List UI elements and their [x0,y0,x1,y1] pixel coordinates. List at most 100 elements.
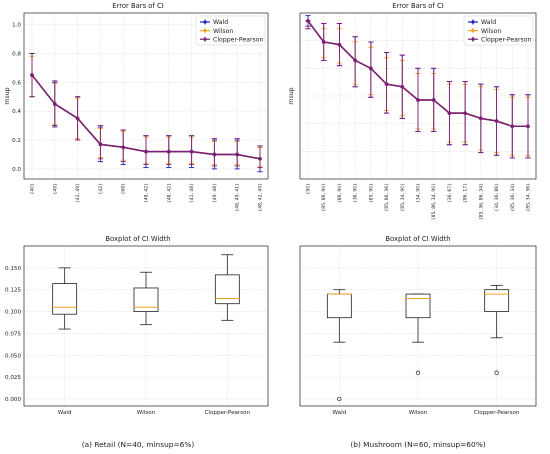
mushroom-box-wald [326,289,352,402]
mushroom-x-tick-label: {85, 34, 90} [400,183,406,212]
retail-x-tick-label: {40} [30,183,36,195]
mushroom-x-tick-label: {85, 90} [368,183,374,203]
mushroom-x-tick-label: {36, 67} [447,183,453,203]
mushroom-boxplot-panel: Boxplot of CI Width Wald Wilson Clopper-Pe… [299,235,537,416]
retail-legend-box [195,15,266,46]
retail-series-clopper-pearson-point [212,152,217,157]
caption-retail: (a) Retail (N=40, minsup=6%) [82,440,195,449]
mushroom-series-clopper-pearson-point [306,19,310,23]
mushroom-x-tick-label: {85, 36, 86, 34} [478,183,484,220]
retail-box-wald-iqr-box [52,283,78,315]
mushroom-x-tick-label: {34, 36, 86} [494,183,500,212]
mushroom-series-clopper-pearson-point [321,40,326,44]
retail-y-tick-label: 0.2 [12,138,21,144]
mushroom-x-tick-label: {36, 90} [353,183,359,203]
mushroom-y-axis-label: msup [288,87,295,104]
retail-boxplot-panel: Boxplot of CI Width 0.000 0.025 0.050 0.075… [5,235,269,416]
retail-errorbar-plot-frame [23,12,269,180]
retail-legend-swatch-marker [203,20,207,24]
mushroom-box-wald-iqr-box [326,293,352,319]
caption-mushroom: (b) Mushroom (N=60, minsup=60%) [350,440,485,449]
mushroom-boxplot-title: Boxplot of CI Width [385,235,450,243]
retail-box-y-tick-label: 0.025 [5,375,21,381]
mushroom-series-clopper-pearson-point [526,124,530,129]
mushroom-x-tick-label: {85, 86, 90} [321,183,327,212]
mushroom-errorbar-plot-frame [299,12,537,180]
retail-y-tick-label: 0.0 [12,167,21,173]
retail-y-tick-label: 0.8 [12,51,21,57]
mushroom-series-clopper-pearson-point [479,116,483,121]
mushroom-series-clopper-pearson-point [400,84,405,89]
mushroom-series-clopper-pearson-point [384,82,389,86]
mushroom-box-clopper-pearson [484,284,510,375]
mushroom-x-tick-label: {85, 36, 34} [510,183,516,212]
retail-errorbar-title: Error Bars of CI [112,2,164,10]
retail-box-wald [52,267,78,330]
mushroom-series-clopper-pearson-point [416,98,420,102]
retail-box-y-tick-label: 0.075 [5,331,21,337]
mushroom-errorbar-panel: Error Bars of CI msup {90} {85, 86, 90} {8… [288,2,537,220]
retail-x-tick-label: {48, 42, 49} [258,183,264,212]
mushroom-x-tick-label: {90} [306,183,312,195]
retail-series-clopper-pearson [29,52,263,168]
mushroom-errorbar-title: Error Bars of CI [392,2,444,10]
retail-series-clopper-pearson-point [53,102,57,106]
retail-series-clopper-pearson-point [75,116,80,121]
retail-y-tick-label: 1.0 [12,23,21,29]
mushroom-series-clopper-pearson [305,19,531,159]
mushroom-box-wilson-iqr-box [405,293,431,319]
retail-series-clopper-pearson-point [30,73,34,77]
mushroom-series-clopper-pearson-point [337,42,342,47]
retail-series-clopper-pearson-point [121,145,125,150]
retail-box-y-tick-label: 0.100 [5,310,21,316]
mushroom-legend-label: Wilson [481,28,501,35]
retail-box-clopper-pearson [214,254,240,321]
mushroom-box-clopper-pearson-iqr-box [484,289,510,312]
retail-series-clopper-pearson-point [98,142,103,147]
mushroom-series-clopper-pearson-point [431,98,436,102]
retail-legend-swatch-marker [203,29,207,33]
retail-box-x-tick-label: Clopper-Pearson [205,410,251,416]
retail-x-tick-label: {48, 49, 41} [235,183,241,212]
mushroom-x-tick-label: {85, 86, 34, 90} [431,183,437,220]
retail-x-tick-label: {41, 48} [189,183,195,203]
mushroom-x-tick-label: {85, 34, 36} [526,183,532,212]
retail-box-wilson-iqr-box [133,287,159,312]
mushroom-series-clopper-pearson-point [369,66,373,71]
retail-x-tick-label: {49} [52,183,58,195]
retail-x-tick-label: {42} [98,183,104,195]
mushroom-box-x-tick-label: Wald [332,410,346,416]
mushroom-legend-label: Wald [481,19,496,26]
mushroom-series-clopper-pearson-point [463,111,467,115]
mushroom-x-tick-label: {85, 86, 36} [384,183,390,212]
mushroom-series-clopper-pearson-point [494,119,499,123]
retail-y-axis-label: msup [4,87,11,104]
mushroom-box-wilson-outlier [415,370,421,375]
retail-box-y-tick-label: 0.000 [5,397,21,403]
mushroom-legend-swatch-marker [471,29,475,33]
retail-boxplot-plot-frame [23,245,269,407]
retail-errorbar-panel: Error Bars of CI msup 0.0 0.2 0.4 0.6 0.8 1.0… [4,2,269,212]
retail-x-tick-label: {68} [121,183,127,195]
retail-legend-swatch-marker [203,37,207,41]
mushroom-legend-swatch-marker [471,37,475,41]
retail-boxplot-title: Boxplot of CI Width [105,235,170,243]
mushroom-box-x-tick-label: Wilson [409,410,428,416]
retail-series-clopper-pearson-point [189,149,194,154]
mushroom-box-wilson [405,293,431,375]
retail-box-y-tick-label: 0.050 [5,353,21,359]
retail-x-tick-label: {49, 42} [144,183,150,203]
mushroom-x-tick-label: {86, 90} [337,183,343,203]
retail-legend-label: Clopper-Pearson [213,36,264,43]
retail-x-tick-label: {48, 42} [166,183,172,203]
retail-series-clopper-pearson-point [235,152,239,157]
mushroom-box-x-tick-label: Clopper-Pearson [474,410,520,416]
retail-box-clopper-pearson-iqr-box [214,274,240,305]
mushroom-legend-box [463,15,534,46]
retail-box-y-tick-label: 0.150 [5,266,21,272]
retail-box-x-tick-label: Wilson [137,410,156,416]
mushroom-legend-swatch-marker [471,20,475,24]
retail-box-y-tick-label: 0.125 [5,288,21,294]
mushroom-box-wald-outlier [337,396,342,402]
